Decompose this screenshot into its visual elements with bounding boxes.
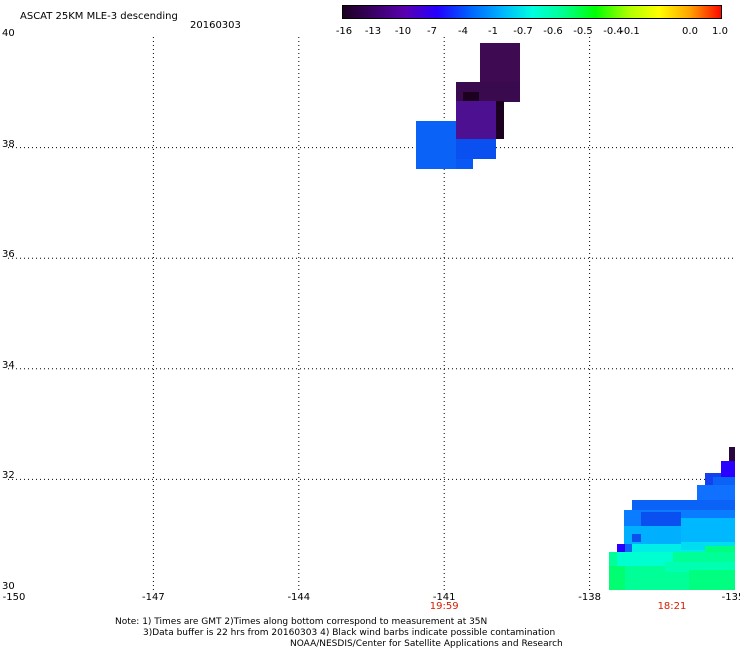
latitude-label: 34 (2, 359, 15, 371)
note-line-2: 3)Data buffer is 22 hrs from 20160303 4)… (143, 628, 556, 638)
pass-time-label: 19:59 (429, 601, 459, 612)
colorbar-segment (468, 5, 501, 19)
colorbar-label: -0.5 (573, 26, 593, 37)
swath-cell (721, 461, 735, 477)
colorbar-label: -7 (427, 26, 437, 37)
colorbar-label: -4 (458, 26, 468, 37)
latitude-label: 32 (2, 470, 15, 482)
colorbar-segment (405, 5, 438, 19)
colorbar-label: -13 (364, 26, 382, 37)
latitude-label: 30 (2, 581, 15, 592)
credit-line: NOAA/NESDIS/Center for Satellite Applica… (290, 639, 563, 649)
latitude-label: 40 (2, 28, 15, 39)
colorbar-segment (373, 5, 406, 19)
colorbar-label: 0.0 (682, 26, 698, 37)
colorbar-label: -0.4 (603, 26, 623, 37)
data-swath (416, 43, 735, 590)
colorbar-segment (595, 5, 628, 19)
colorbar-label: -0.7 (513, 26, 533, 37)
swath-cell (416, 121, 456, 169)
colorbar-labels: -16 -13 -10 -7 -4 -1 -0.7 -0.6 -0.5 -0.4 -0.1 0.0 1.… (0, 26, 740, 38)
swath-cell (456, 159, 473, 169)
swath-cell (632, 500, 735, 512)
swath-cell (681, 518, 735, 542)
map-date: 20160303 (190, 20, 241, 31)
longitude-label: -144 (287, 592, 311, 603)
swath-cell (689, 570, 735, 590)
longitude-label: -150 (2, 592, 26, 603)
colorbar-label: 1.0 (712, 26, 728, 37)
colorbar-segment (532, 5, 565, 19)
colorbar-segment (437, 5, 470, 19)
swath-cell (609, 566, 625, 590)
longitude-label: -141 (432, 592, 456, 603)
swath-cell (617, 544, 625, 552)
colorbar-segment (690, 5, 722, 19)
pass-time-label: 18:21 (657, 601, 687, 612)
swath-cell (665, 562, 735, 572)
colorbar-label: -0.6 (543, 26, 563, 37)
swath-cell (456, 101, 496, 139)
note-line-1: Note: 1) Times are GMT 2)Times along bot… (115, 617, 488, 627)
lat-lon-grid (8, 37, 735, 590)
swath-cell (632, 534, 641, 542)
swath-cell (496, 101, 504, 139)
longitude-label: -147 (142, 592, 165, 603)
map-title: ASCAT 25KM MLE-3 descending (20, 11, 178, 22)
swath-cell (463, 92, 479, 102)
colorbar-segment (342, 5, 375, 19)
swath-cell (697, 485, 735, 500)
colorbar-segment (658, 5, 691, 19)
colorbar-label: -1 (488, 26, 498, 37)
latitude-label: 38 (2, 138, 15, 150)
colorbar-segment (500, 5, 533, 19)
longitude-label: -135 (721, 592, 740, 603)
longitude-label: -138 (578, 592, 601, 603)
swath-cell (624, 544, 632, 554)
latitude-label: 36 (2, 249, 15, 261)
swath-cell (456, 139, 496, 159)
swath-cell (617, 552, 673, 566)
colorbar-segment (563, 5, 596, 19)
colorbar (342, 5, 722, 19)
swath-cell (480, 43, 520, 83)
colorbar-label: -0.1 (620, 26, 640, 37)
swath-cell (729, 447, 735, 461)
colorbar-label: -16 (335, 26, 353, 37)
colorbar-label: -10 (394, 26, 412, 37)
colorbar-segment (627, 5, 660, 19)
